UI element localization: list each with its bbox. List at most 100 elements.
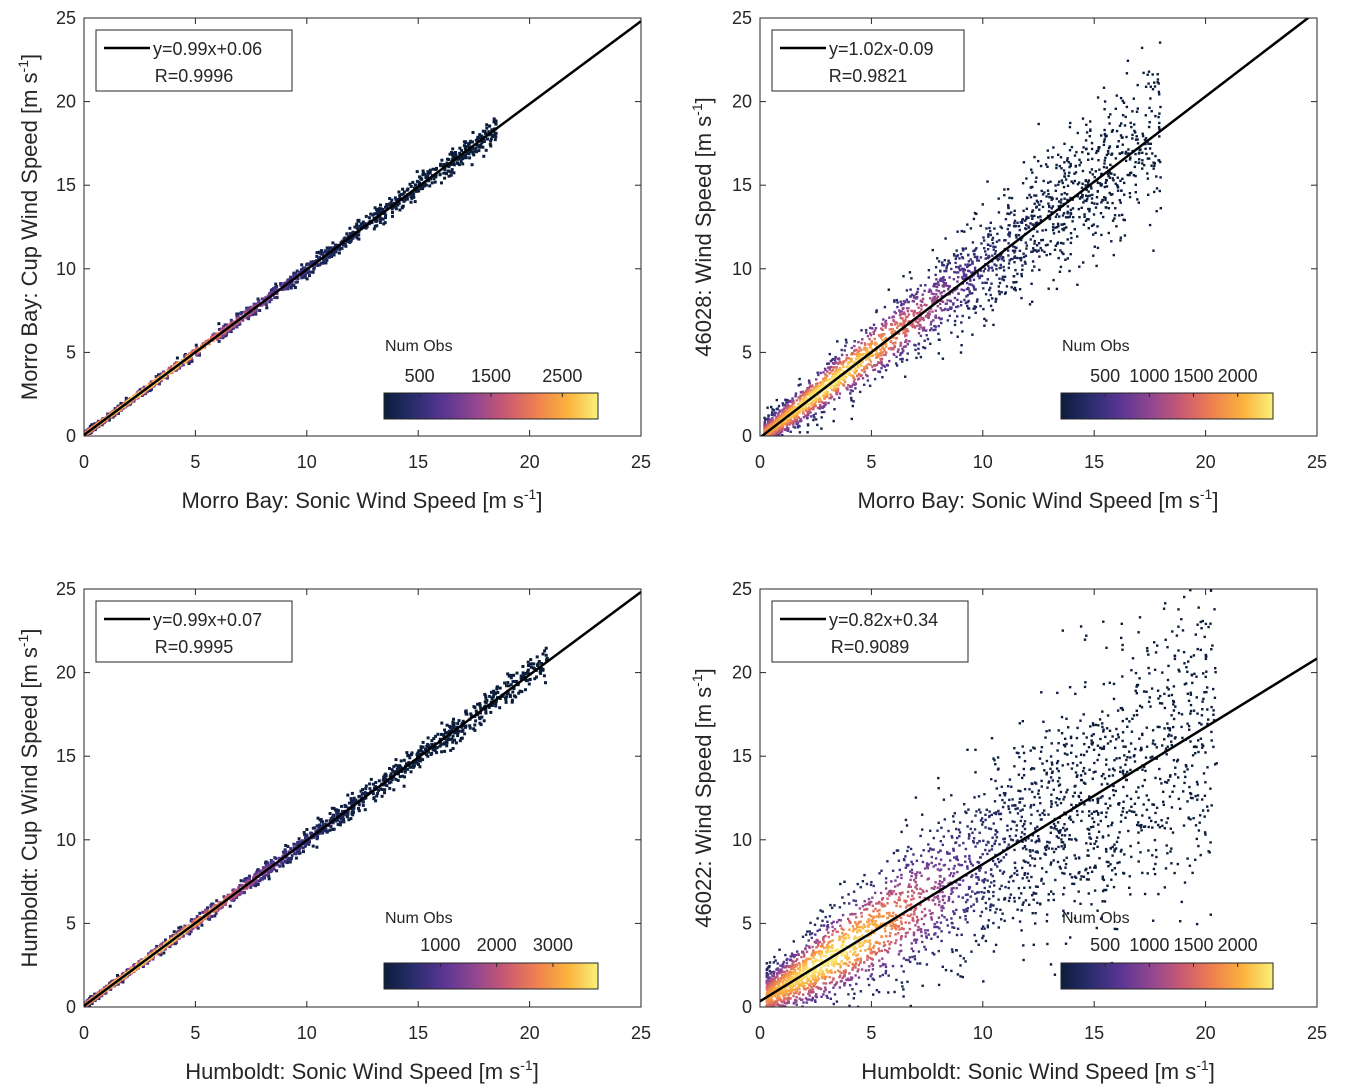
scatter-point	[353, 800, 357, 804]
scatter-point	[979, 224, 982, 227]
scatter-point	[867, 363, 870, 366]
scatter-point	[493, 702, 497, 706]
scatter-point	[915, 312, 918, 315]
scatter-point	[1037, 159, 1040, 163]
scatter-point	[807, 408, 811, 411]
scatter-point	[489, 710, 493, 714]
scatter-point	[442, 171, 446, 175]
scatter-point	[1045, 253, 1048, 257]
scatter-point	[432, 177, 436, 181]
scatter-point	[798, 403, 802, 407]
scatter-point	[934, 328, 937, 331]
scatter-point	[1111, 193, 1114, 196]
scatter-point	[290, 853, 294, 857]
scatter-point	[452, 171, 456, 175]
scatter-point	[1002, 259, 1005, 262]
scatter-point	[1118, 214, 1121, 217]
scatter-point	[833, 375, 836, 379]
scatter-point	[953, 309, 956, 313]
scatter-point	[542, 674, 546, 678]
scatter-point	[314, 829, 318, 833]
scatter-point	[1047, 202, 1050, 205]
scatter-point	[907, 313, 911, 316]
x-tick-label: 25	[1307, 452, 1327, 472]
scatter-point	[953, 270, 956, 274]
scatter-point	[480, 715, 484, 719]
scatter-point	[464, 710, 468, 714]
scatter-point	[1084, 184, 1087, 187]
scatter-point	[962, 272, 966, 275]
scatter-point	[1085, 218, 1089, 221]
scatter-point	[345, 240, 349, 244]
scatter-point	[906, 343, 909, 346]
scatter-point	[1120, 136, 1124, 139]
scatter-point	[419, 184, 423, 188]
scatter-point	[797, 396, 800, 399]
scatter-point	[1031, 250, 1034, 253]
scatter-point	[528, 662, 532, 666]
scatter-point	[943, 308, 946, 312]
scatter-point	[998, 239, 1001, 242]
scatter-point	[965, 287, 969, 291]
scatter-point	[1158, 189, 1161, 193]
scatter-point	[1054, 184, 1057, 187]
scatter-point	[1012, 275, 1015, 278]
scatter-point	[1135, 135, 1138, 138]
scatter-point	[247, 307, 251, 311]
scatter-point	[956, 287, 959, 290]
scatter-point	[845, 354, 849, 357]
scatter-point	[430, 751, 434, 755]
scatter-point	[409, 770, 413, 774]
scatter-point	[471, 150, 474, 154]
scatter-point	[793, 405, 797, 409]
scatter-point	[957, 305, 960, 308]
scatter-point	[1146, 177, 1150, 180]
scatter-point	[1022, 209, 1025, 212]
scatter-point	[390, 198, 394, 202]
scatter-point	[1159, 207, 1162, 210]
scatter-point	[1134, 161, 1137, 164]
scatter-point	[1151, 88, 1155, 91]
scatter-point	[1017, 234, 1021, 237]
scatter-point	[255, 871, 259, 874]
scatter-point	[793, 426, 797, 429]
scatter-point	[884, 326, 887, 329]
scatter-point	[1007, 206, 1010, 210]
scatter-point	[878, 334, 881, 337]
scatter-point	[1055, 163, 1058, 167]
scatter-point	[798, 377, 801, 381]
scatter-point	[1041, 205, 1045, 209]
scatter-point	[1128, 192, 1132, 195]
scatter-point	[471, 152, 475, 156]
scatter-point	[1069, 208, 1073, 212]
scatter-point	[1064, 178, 1068, 181]
scatter-point	[771, 411, 774, 414]
x-tick-label: 10	[973, 452, 993, 472]
scatter-point	[407, 753, 411, 757]
scatter-point	[259, 877, 263, 881]
scatter-point	[805, 393, 808, 396]
scatter-point	[302, 839, 306, 843]
scatter-point	[280, 861, 284, 865]
scatter-point	[470, 163, 474, 167]
scatter-point	[275, 296, 279, 299]
scatter-point	[1110, 240, 1113, 243]
scatter-point	[506, 681, 510, 684]
scatter-point	[807, 410, 810, 413]
scatter-point	[845, 386, 848, 390]
scatter-point	[1052, 232, 1056, 235]
scatter-point	[452, 726, 456, 729]
scatter-point	[1115, 94, 1118, 97]
scatter-point	[936, 305, 939, 308]
scatter-point	[982, 236, 985, 239]
scatter-point	[1096, 246, 1100, 250]
scatter-point	[884, 321, 887, 324]
scatter-point	[1141, 132, 1144, 135]
scatter-point	[1069, 253, 1072, 256]
scatter-point	[926, 312, 930, 315]
scatter-point	[991, 238, 994, 241]
scatter-point	[1121, 99, 1124, 103]
scatter-point	[468, 724, 472, 728]
scatter-point	[917, 352, 920, 355]
scatter-point	[879, 348, 882, 351]
